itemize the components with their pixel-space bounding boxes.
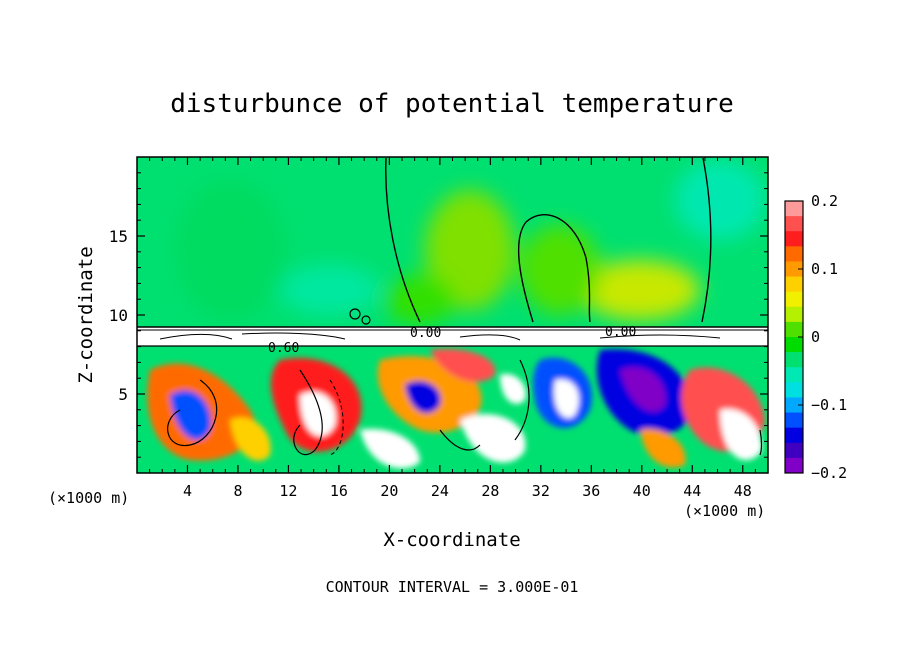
turbulent-region <box>230 417 271 461</box>
colorbar-tick-label: −0.1 <box>811 396 847 414</box>
y-axis: 5 10 15 <box>109 172 768 458</box>
x-tick-label: 44 <box>683 482 701 500</box>
contour-line <box>167 379 218 447</box>
turbulent-region <box>405 381 441 414</box>
y-tick-label: 10 <box>109 306 128 325</box>
x-tick-label: 28 <box>481 482 499 500</box>
x-tick-label: 4 <box>183 482 192 500</box>
colorbar-swatch <box>785 291 803 308</box>
y-tick-label: 15 <box>109 227 128 246</box>
colorbar-swatch <box>785 397 803 414</box>
contour-label: 0.00 <box>410 326 441 341</box>
contour-line <box>329 379 344 456</box>
turbulent-region <box>170 390 211 440</box>
turbulent-region <box>720 409 762 461</box>
contour-loop <box>349 308 361 320</box>
contour-line <box>517 214 591 323</box>
turbulent-region <box>620 367 666 412</box>
upper-field-region <box>425 190 515 310</box>
colorbar-swatch <box>785 216 803 232</box>
colorbar-swatch <box>785 276 803 293</box>
contour-line <box>385 157 421 323</box>
colorbar-swatch <box>785 367 803 383</box>
colorbar-swatch <box>785 201 803 217</box>
x-tick-label: 48 <box>734 482 752 500</box>
colorbar-axis: 0.2 0.1 0 −0.1 −0.2 <box>798 192 847 482</box>
x-tick-label: 20 <box>380 482 398 500</box>
inversion-band <box>137 327 768 346</box>
colorbar-swatch <box>785 442 803 459</box>
colorbar-swatch <box>785 382 803 398</box>
colorbar-swatch <box>785 457 803 474</box>
turbulent-region <box>640 429 686 468</box>
contour-line <box>293 369 323 456</box>
y-tick-label: 5 <box>118 385 128 404</box>
x-axis-label: X-coordinate <box>383 529 520 551</box>
colorbar-swatch <box>785 337 803 353</box>
x-axis-unit-left: (×1000 m) <box>48 489 129 507</box>
colorbar-swatch <box>785 261 803 278</box>
x-axis: 4 8 12 16 20 24 28 32 36 40 44 48 <box>149 157 756 500</box>
x-tick-label: 8 <box>233 482 242 500</box>
colorbar <box>785 201 803 474</box>
colorbar-swatch <box>785 352 803 368</box>
colorbar-tick-label: 0.2 <box>811 192 838 210</box>
contour-line <box>514 359 530 441</box>
colorbar-swatch <box>785 306 803 323</box>
contour-line <box>759 429 763 456</box>
turbulent-region <box>500 374 526 404</box>
turbulent-region <box>360 429 420 469</box>
colorbar-swatch <box>785 231 803 247</box>
upper-field-region <box>385 275 455 325</box>
contour-line <box>439 429 481 451</box>
upper-field-region <box>580 260 700 320</box>
x-tick-label: 40 <box>633 482 651 500</box>
y-axis-label: Z-coordinate <box>75 246 97 383</box>
turbulent-region <box>300 391 336 437</box>
colorbar-tick-label: −0.2 <box>811 464 847 482</box>
upper-field-region <box>280 265 380 315</box>
chart-title: disturbunce of potential temperature <box>170 89 734 119</box>
turbulent-region <box>460 414 526 463</box>
colorbar-tick-label: 0 <box>811 328 820 346</box>
x-tick-label: 12 <box>279 482 297 500</box>
plot-area: 0.60 0.00 0.00 <box>137 157 768 473</box>
x-axis-unit-right: (×1000 m) <box>684 502 765 520</box>
x-tick-label: 24 <box>431 482 449 500</box>
contour-loop <box>361 315 371 325</box>
colorbar-swatch <box>785 412 803 429</box>
upper-field-region <box>175 180 285 320</box>
contour-line <box>701 157 712 323</box>
x-tick-label: 16 <box>330 482 348 500</box>
contour-interval-note: CONTOUR INTERVAL = 3.000E-01 <box>326 578 579 596</box>
turbulent-region <box>430 348 496 382</box>
colorbar-swatch <box>785 427 803 444</box>
upper-field-region <box>520 225 600 315</box>
contour-label: 0.00 <box>605 325 636 340</box>
x-tick-label: 36 <box>582 482 600 500</box>
contour-line <box>159 332 721 341</box>
turbulent-region <box>554 379 579 419</box>
colorbar-swatch <box>785 321 803 338</box>
contour-label: 0.60 <box>268 341 299 356</box>
colorbar-swatch <box>785 246 803 262</box>
upper-field-region <box>675 160 765 240</box>
x-tick-label: 32 <box>532 482 550 500</box>
colorbar-tick-label: 0.1 <box>811 260 838 278</box>
